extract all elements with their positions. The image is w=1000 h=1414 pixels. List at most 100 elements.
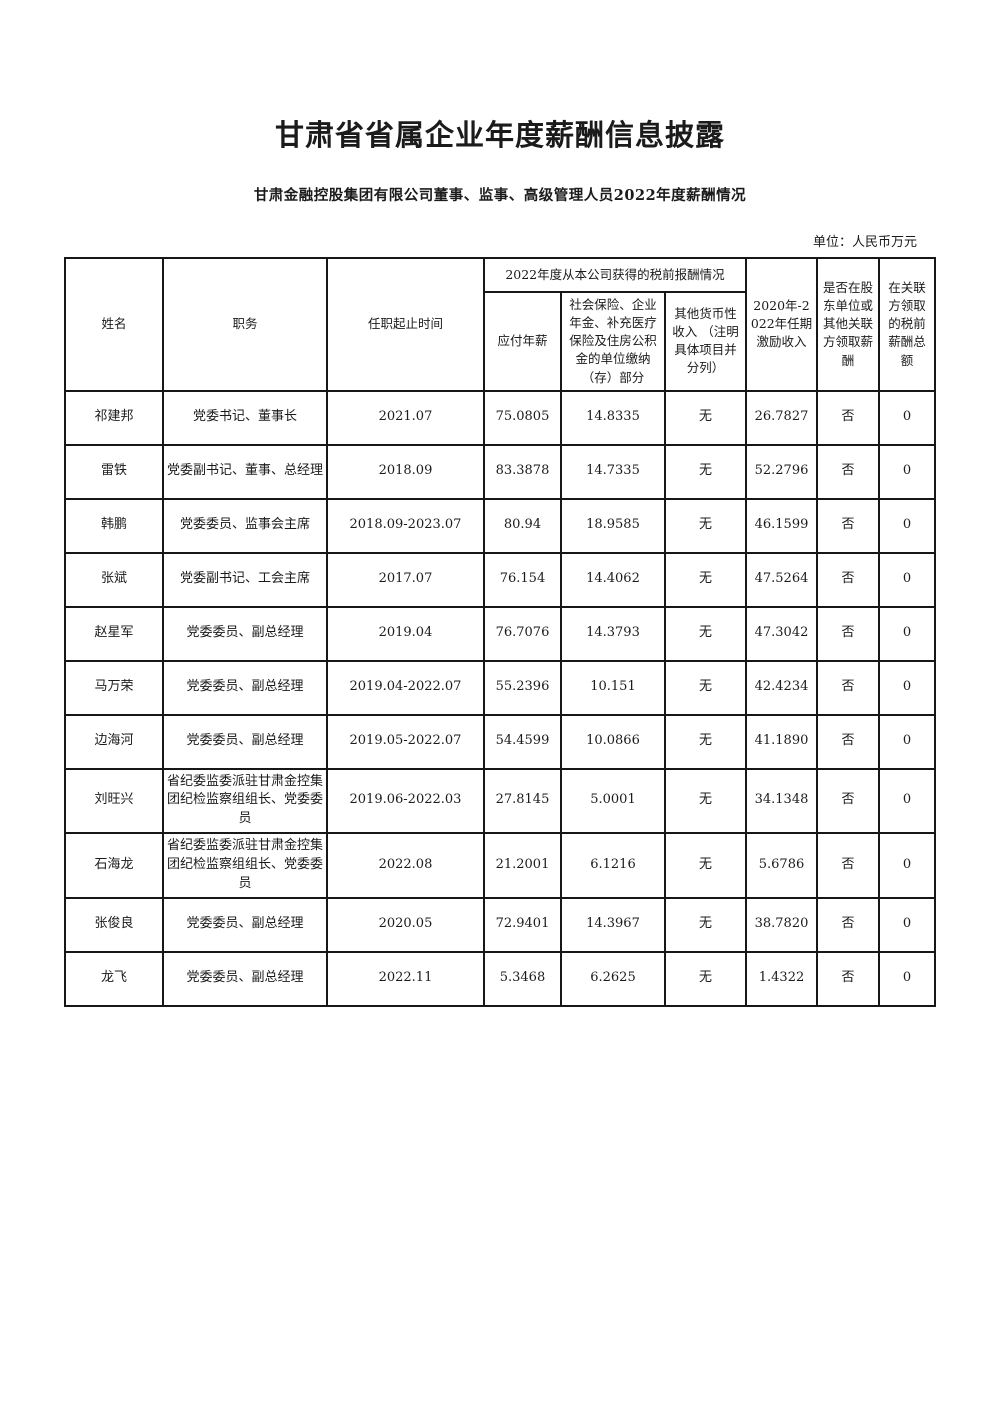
cell-position: 党委委员、副总经理	[161, 605, 328, 662]
header-group-row: 姓名 职务 任职起止时间 2022年度从本公司获得的税前报酬情况 2020年-2…	[63, 257, 936, 392]
cell-related-pay: 否	[816, 767, 880, 835]
cell-related-pay: 否	[816, 896, 880, 953]
cell-name: 祁建邦	[63, 389, 164, 446]
page-subtitle: 甘肃金融控股集团有限公司董事、监事、高级管理人员2022年度薪酬情况	[253, 187, 747, 204]
cell-name: 张斌	[63, 551, 164, 608]
salary-table: 姓名 职务 任职起止时间 2022年度从本公司获得的税前报酬情况 2020年-2…	[63, 257, 936, 1007]
cell-other-income: 无	[663, 551, 748, 608]
cell-related-total: 0	[878, 950, 936, 1007]
cell-related-pay: 否	[816, 950, 880, 1007]
cell-name: 赵星军	[63, 605, 164, 662]
cell-related-pay: 否	[816, 659, 880, 716]
cell-tenure: 2021.07	[325, 389, 485, 446]
header-cell-social-insurance: 社会保险、企业年金、补充医疗保险及住房公积金的单位缴纳（存）部分	[559, 291, 666, 392]
cell-position: 党委委员、副总经理	[161, 659, 328, 716]
cell-tenure: 2018.09-2023.07	[325, 497, 485, 554]
cell-related-pay: 否	[816, 605, 880, 662]
cell-related-total: 0	[878, 551, 936, 608]
cell-related-total: 0	[878, 605, 936, 662]
cell-other-income: 无	[663, 767, 748, 835]
cell-other-income: 无	[663, 659, 748, 716]
cell-other-income: 无	[663, 389, 748, 446]
cell-tenure: 2019.05-2022.07	[325, 713, 485, 770]
cell-other-income: 无	[663, 832, 748, 899]
cell-incentive: 1.4322	[745, 950, 818, 1007]
cell-position: 党委书记、董事长	[161, 389, 328, 446]
cell-social-insurance: 6.1216	[559, 832, 666, 899]
table-row: 石海龙 省纪委监委派驻甘肃金控集团纪检监察组组长、党委委员 2022.08 21.20…	[63, 832, 936, 899]
cell-social-insurance: 6.2625	[559, 950, 666, 1007]
cell-position: 党委副书记、董事、总经理	[161, 443, 328, 500]
cell-incentive: 41.1890	[745, 713, 818, 770]
cell-salary: 80.94	[482, 497, 562, 554]
cell-position: 党委副书记、工会主席	[161, 551, 328, 608]
cell-related-total: 0	[878, 497, 936, 554]
cell-salary: 75.0805	[482, 389, 562, 446]
cell-incentive: 52.2796	[745, 443, 818, 500]
cell-tenure: 2020.05	[325, 896, 485, 953]
header-cell-tenure: 任职起止时间	[325, 257, 485, 392]
cell-incentive: 26.7827	[745, 389, 818, 446]
header-cell-position: 职务	[161, 257, 328, 392]
header-cell-related-total: 在关联方领取的税前薪酬总额	[878, 257, 936, 392]
cell-social-insurance: 14.8335	[559, 389, 666, 446]
cell-tenure: 2022.08	[325, 832, 485, 899]
cell-incentive: 38.7820	[745, 896, 818, 953]
cell-other-income: 无	[663, 605, 748, 662]
cell-tenure: 2019.04	[325, 605, 485, 662]
cell-related-total: 0	[878, 832, 936, 899]
cell-tenure: 2019.04-2022.07	[325, 659, 485, 716]
cell-social-insurance: 14.4062	[559, 551, 666, 608]
cell-salary: 5.3468	[482, 950, 562, 1007]
header-cell-salary: 应付年薪	[482, 291, 562, 392]
cell-related-total: 0	[878, 767, 936, 835]
cell-name: 雷铁	[63, 443, 164, 500]
unit-note: 单位：人民币万元	[812, 235, 917, 250]
table-row: 刘旺兴 省纪委监委派驻甘肃金控集团纪检监察组组长、党委委员 2019.06-2022…	[63, 767, 936, 835]
header-cell-related-pay: 是否在股东单位或其他关联方领取薪酬	[816, 257, 880, 392]
cell-other-income: 无	[663, 950, 748, 1007]
cell-position: 党委委员、副总经理	[161, 713, 328, 770]
cell-related-total: 0	[878, 659, 936, 716]
table-row: 边海河 党委委员、副总经理 2019.05-2022.07 54.4599 10.086…	[63, 713, 936, 770]
cell-name: 张俊良	[63, 896, 164, 953]
cell-position: 省纪委监委派驻甘肃金控集团纪检监察组组长、党委委员	[161, 767, 328, 835]
cell-name: 石海龙	[63, 832, 164, 899]
table-row: 龙飞 党委委员、副总经理 2022.11 5.3468 6.2625 无 1.4322 否 0	[63, 950, 936, 1007]
cell-tenure: 2019.06-2022.03	[325, 767, 485, 835]
cell-name: 马万荣	[63, 659, 164, 716]
cell-name: 韩鹏	[63, 497, 164, 554]
cell-name: 边海河	[63, 713, 164, 770]
table-row: 张斌 党委副书记、工会主席 2017.07 76.154 14.4062 无 47.5264…	[63, 551, 936, 608]
cell-incentive: 42.4234	[745, 659, 818, 716]
cell-position: 省纪委监委派驻甘肃金控集团纪检监察组组长、党委委员	[161, 832, 328, 899]
cell-related-total: 0	[878, 389, 936, 446]
cell-other-income: 无	[663, 497, 748, 554]
header-cell-other-income: 其他货币性收入 （注明具体项目并分列）	[663, 291, 748, 392]
cell-position: 党委委员、监事会主席	[161, 497, 328, 554]
cell-related-total: 0	[878, 713, 936, 770]
table-row: 张俊良 党委委员、副总经理 2020.05 72.9401 14.3967 无 38.782…	[63, 896, 936, 953]
table-body: 祁建邦 党委书记、董事长 2021.07 75.0805 14.8335 无 26.7827…	[63, 389, 936, 1007]
cell-related-total: 0	[878, 896, 936, 953]
cell-name: 龙飞	[63, 950, 164, 1007]
table-row: 赵星军 党委委员、副总经理 2019.04 76.7076 14.3793 无 47.304…	[63, 605, 936, 662]
header-cell-group-2022: 2022年度从本公司获得的税前报酬情况	[482, 257, 748, 293]
cell-other-income: 无	[663, 443, 748, 500]
cell-social-insurance: 14.7335	[559, 443, 666, 500]
cell-other-income: 无	[663, 713, 748, 770]
cell-salary: 55.2396	[482, 659, 562, 716]
cell-salary: 76.7076	[482, 605, 562, 662]
cell-name: 刘旺兴	[63, 767, 164, 835]
cell-salary: 21.2001	[482, 832, 562, 899]
cell-salary: 83.3878	[482, 443, 562, 500]
cell-salary: 72.9401	[482, 896, 562, 953]
cell-tenure: 2022.11	[325, 950, 485, 1007]
cell-related-pay: 否	[816, 713, 880, 770]
cell-position: 党委委员、副总经理	[161, 896, 328, 953]
table-row: 祁建邦 党委书记、董事长 2021.07 75.0805 14.8335 无 26.7827…	[63, 389, 936, 446]
cell-salary: 54.4599	[482, 713, 562, 770]
cell-other-income: 无	[663, 896, 748, 953]
cell-incentive: 5.6786	[745, 832, 818, 899]
